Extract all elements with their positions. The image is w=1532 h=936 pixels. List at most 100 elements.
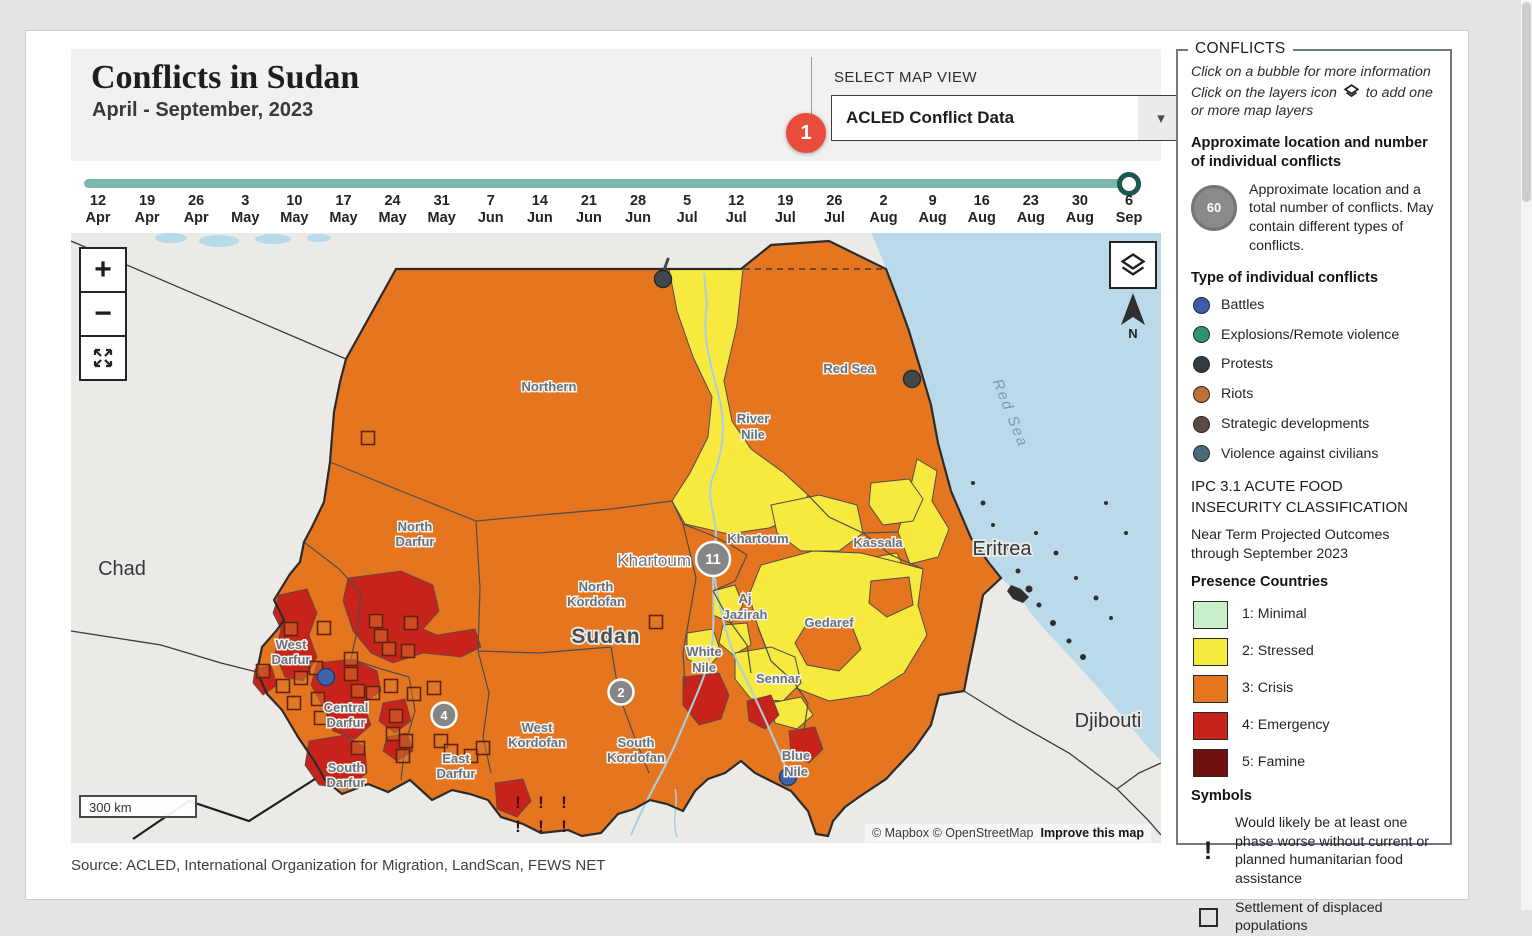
timeline-tick[interactable]: 17 May xyxy=(329,193,358,226)
label-eritrea: Eritrea xyxy=(973,538,1033,560)
protests-marker[interactable] xyxy=(902,369,922,389)
timeline-tick[interactable]: 9 Aug xyxy=(918,193,947,226)
settlement-symbol xyxy=(381,641,397,657)
symbol-label: Would likely be at least one phase worse… xyxy=(1235,814,1429,887)
timeline-tick[interactable]: 23 Aug xyxy=(1016,193,1045,226)
timeline-tick[interactable]: 16 Aug xyxy=(967,193,996,226)
conflict-type-label: Violence against civilians xyxy=(1221,445,1379,462)
settlement-symbol xyxy=(426,680,442,696)
hint-layers-post: to add one or more map layers xyxy=(1191,84,1433,120)
settlement-symbol xyxy=(388,708,404,724)
layers-button[interactable] xyxy=(1109,241,1157,289)
north-arrow: N xyxy=(1115,291,1151,341)
timeline-tick[interactable]: 30 Aug xyxy=(1065,193,1094,226)
conflict-bubble[interactable] xyxy=(430,701,458,729)
timeline-tick[interactable]: 31 May xyxy=(427,193,456,226)
timeline-tick[interactable]: 6 Sep xyxy=(1115,193,1143,226)
timeline-tick[interactable]: 7 Jun xyxy=(477,193,504,226)
timeline-tick[interactable]: 14 Jun xyxy=(526,193,553,226)
conflict-bubble[interactable] xyxy=(694,540,732,578)
timeline-track[interactable] xyxy=(84,179,1140,188)
sudan-map: !!!!!! 11 4 2 Chad Sudan Eritrea Djibouti … xyxy=(71,233,1161,843)
timeline-tick[interactable]: 26 Jul xyxy=(823,193,845,226)
timeline-handle[interactable] xyxy=(1117,172,1141,196)
map-view-label: SELECT MAP VIEW xyxy=(834,69,977,86)
timeline-tick[interactable]: 21 Jun xyxy=(576,193,602,226)
map-canvas[interactable]: !!!!!! 11 4 2 Chad Sudan Eritrea Djibouti … xyxy=(71,233,1161,843)
timeline-tick[interactable]: 12 Apr xyxy=(85,193,111,226)
label-west-kordofan: West Kordofan xyxy=(508,720,566,750)
ipc-label: 4: Emergency xyxy=(1242,717,1330,734)
timeline-tick[interactable]: 24 May xyxy=(378,193,407,226)
timeline-tick[interactable]: 26 Apr xyxy=(183,193,209,226)
map-view-select[interactable]: ACLED Conflict Data ▾ xyxy=(831,95,1185,141)
label-kassala: Kassala xyxy=(853,535,903,550)
zoom-out-button[interactable]: − xyxy=(81,293,125,337)
settlement-symbol xyxy=(283,621,299,637)
timeline-tick[interactable]: 12 Jul xyxy=(725,193,747,226)
exclamation-symbol: ! xyxy=(538,793,544,812)
conflict-type-row: Violence against civilians xyxy=(1193,445,1437,464)
battles-marker[interactable] xyxy=(778,767,798,787)
timeline-ticks: 12 Apr 19 Apr 26 Apr 3 May 10 May 17 May 24 May 31 May 7… xyxy=(26,193,1161,233)
compass-icon: N xyxy=(1121,293,1145,341)
zoom-in-button[interactable]: + xyxy=(81,249,125,293)
label-gedaref: Gedaref xyxy=(804,615,854,630)
settlement-symbol xyxy=(343,666,359,682)
settlement-symbol xyxy=(350,740,366,756)
ipc-swatch xyxy=(1193,637,1228,666)
timeline-tick[interactable]: 28 Jun xyxy=(625,193,651,226)
settlement-symbol xyxy=(443,743,459,759)
battles-marker[interactable] xyxy=(316,667,336,687)
label-khartoum-state: Khartoum xyxy=(727,531,788,546)
presence-section-title: Presence Countries xyxy=(1191,574,1329,591)
page-scrollbar[interactable] xyxy=(1520,0,1532,910)
protests-marker[interactable] xyxy=(653,269,673,289)
settlement-symbol xyxy=(398,733,414,749)
label-djibouti: Djibouti xyxy=(1075,710,1142,732)
map-view-selected: ACLED Conflict Data xyxy=(846,108,1015,127)
map-symbols: !!!!!! xyxy=(255,430,664,836)
scrollbar-thumb[interactable] xyxy=(1522,2,1531,202)
layers-icon xyxy=(1120,253,1146,276)
settlement-symbol xyxy=(313,710,329,726)
header: Conflicts in Sudan April - September, 20… xyxy=(71,49,1185,161)
conflict-bubble[interactable] xyxy=(607,678,635,706)
improve-map-link[interactable]: Improve this map xyxy=(1040,826,1145,840)
source-line: Source: ACLED, International Organizatio… xyxy=(71,857,606,874)
timeline-tick[interactable]: 2 Aug xyxy=(869,193,898,226)
label-west-darfur: West Darfur xyxy=(271,637,310,667)
ipc-subtitle: Near Term Projected Outcomes through Sep… xyxy=(1191,526,1390,562)
ipc-crisis-patches xyxy=(794,576,914,672)
timeline-tick[interactable]: 19 Apr xyxy=(134,193,160,226)
symbol-row: ! Would likely be at least one phase wors… xyxy=(1191,814,1437,889)
settlement-symbol xyxy=(385,726,401,742)
fullscreen-button[interactable] xyxy=(81,337,125,379)
label-aj-jazirah: Aj Jazirah xyxy=(723,591,768,622)
timeline-tick[interactable]: 3 May xyxy=(231,193,260,226)
settlement-symbol xyxy=(373,628,389,644)
conflict-type-label: Explosions/Remote violence xyxy=(1221,326,1400,343)
conflict-type-dot xyxy=(1193,385,1210,403)
settlement-symbol xyxy=(395,748,411,764)
label-sudan: Sudan xyxy=(571,625,640,648)
exclamation-icon: ! xyxy=(1203,836,1213,865)
timeline-tick[interactable]: 19 Jul xyxy=(774,193,796,226)
conflict-type-label: Strategic developments xyxy=(1221,415,1370,432)
step-badge: 1 xyxy=(786,113,826,153)
settlement-symbol xyxy=(350,683,366,699)
ipc-level-row: 1: Minimal xyxy=(1193,600,1437,629)
timeline-tick[interactable]: 5 Jul xyxy=(676,193,698,226)
map-zoom-controls: + − xyxy=(79,247,127,381)
label-river-nile: River Nile xyxy=(737,411,770,442)
timeline-tick[interactable]: 10 May xyxy=(280,193,309,226)
conflict-bubble-count: 11 xyxy=(705,551,721,568)
red-sea-islands xyxy=(971,481,1128,660)
settlement-symbol xyxy=(343,651,359,667)
ipc-label: 3: Crisis xyxy=(1242,680,1294,697)
settlement-symbol xyxy=(316,620,332,636)
ipc-label: 2: Stressed xyxy=(1242,643,1314,660)
conflict-bubbles: 11 4 2 xyxy=(430,540,732,729)
label-blue-nile: Blue Nile xyxy=(782,748,810,779)
attribution-text: © Mapbox © OpenStreetMap xyxy=(871,826,1034,840)
